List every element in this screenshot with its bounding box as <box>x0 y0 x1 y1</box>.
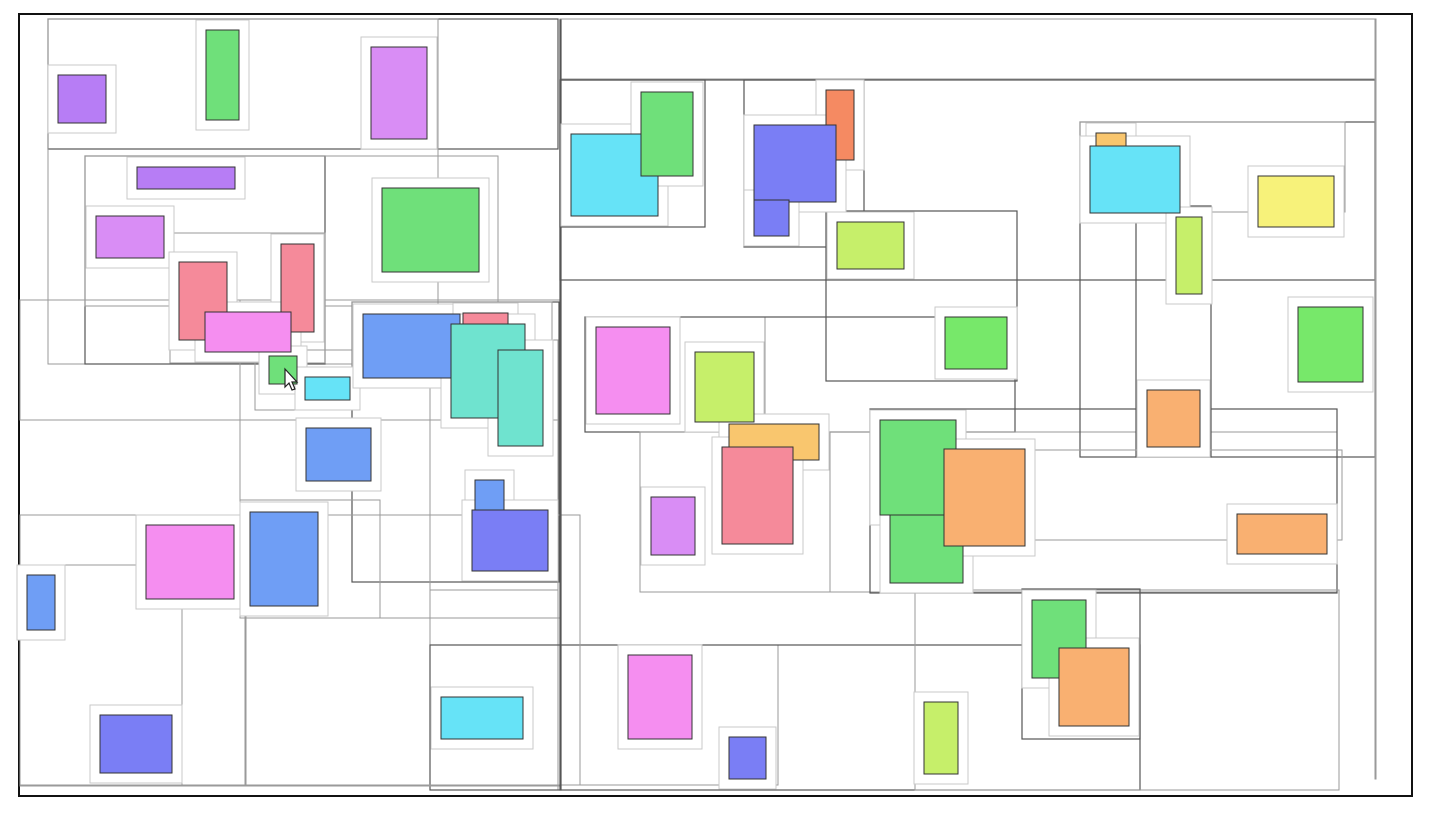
block-red <box>280 243 315 333</box>
block-blue <box>249 511 319 607</box>
block-green <box>381 187 480 273</box>
block-pink <box>627 654 693 740</box>
block-lime <box>1175 216 1203 295</box>
block-green <box>640 91 694 177</box>
block-indigo <box>753 124 837 203</box>
container-outline <box>559 18 1376 80</box>
block-bright-green <box>944 316 1008 370</box>
block-cyan <box>304 376 351 401</box>
block-lime <box>923 701 959 775</box>
block-cyan <box>1089 145 1181 214</box>
block-red <box>178 261 228 341</box>
container-outline <box>1374 18 1377 780</box>
block-indigo <box>753 199 790 237</box>
container-outline <box>914 589 1340 791</box>
block-lilac <box>370 46 428 140</box>
block-lilac <box>650 496 696 556</box>
block-lime <box>836 221 905 270</box>
block-indigo <box>728 736 767 780</box>
block-blue <box>305 427 372 482</box>
container-outline <box>47 18 559 150</box>
block-peach <box>1146 389 1201 448</box>
block-purple <box>136 166 236 190</box>
block-red <box>721 446 794 545</box>
block-blue <box>362 313 461 379</box>
block-cyan <box>440 696 524 740</box>
block-pink <box>145 524 235 600</box>
block-peach <box>1058 647 1130 727</box>
block-green <box>879 419 957 516</box>
block-bright-green <box>1297 306 1364 383</box>
mouse-pointer-icon <box>284 367 299 391</box>
block-green <box>205 29 240 121</box>
container-outline <box>559 19 562 791</box>
block-lime <box>694 351 755 423</box>
block-peach <box>1236 513 1328 555</box>
block-yellow <box>1257 175 1335 228</box>
block-teal <box>497 349 544 447</box>
block-lilac <box>95 215 165 259</box>
block-purple <box>57 74 107 124</box>
block-indigo <box>471 509 549 572</box>
block-peach <box>943 448 1026 547</box>
container-outlines <box>19 18 1377 791</box>
block-pink <box>204 311 292 353</box>
block-indigo <box>99 714 173 774</box>
container-outline <box>825 210 1018 382</box>
container-outline <box>19 784 561 787</box>
colored-blocks <box>26 29 1364 780</box>
block-blue <box>26 574 56 631</box>
block-pink <box>595 326 671 415</box>
